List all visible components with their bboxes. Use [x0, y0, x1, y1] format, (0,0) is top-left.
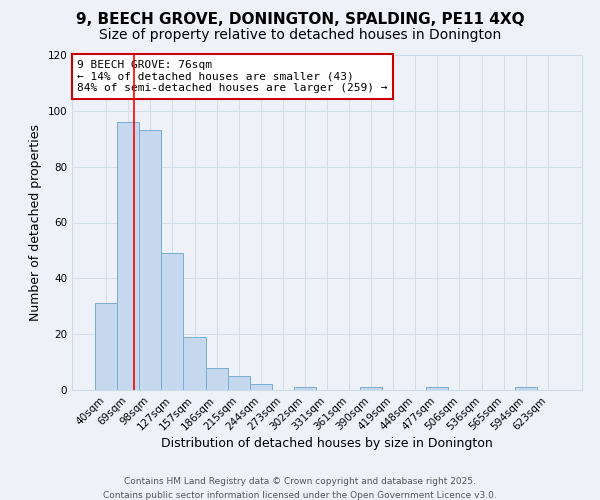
Bar — [95, 304, 117, 390]
Bar — [515, 387, 537, 390]
Bar — [427, 387, 448, 390]
Bar — [250, 384, 272, 390]
Y-axis label: Number of detached properties: Number of detached properties — [29, 124, 42, 321]
Bar — [227, 376, 250, 390]
Text: 9 BEECH GROVE: 76sqm
← 14% of detached houses are smaller (43)
84% of semi-detac: 9 BEECH GROVE: 76sqm ← 14% of detached h… — [77, 60, 388, 93]
Bar — [117, 122, 139, 390]
Text: Contains HM Land Registry data © Crown copyright and database right 2025.
Contai: Contains HM Land Registry data © Crown c… — [103, 478, 497, 500]
X-axis label: Distribution of detached houses by size in Donington: Distribution of detached houses by size … — [161, 438, 493, 450]
Text: Size of property relative to detached houses in Donington: Size of property relative to detached ho… — [99, 28, 501, 42]
Bar — [184, 337, 206, 390]
Bar — [139, 130, 161, 390]
Bar — [206, 368, 227, 390]
Bar — [294, 387, 316, 390]
Bar — [360, 387, 382, 390]
Text: 9, BEECH GROVE, DONINGTON, SPALDING, PE11 4XQ: 9, BEECH GROVE, DONINGTON, SPALDING, PE1… — [76, 12, 524, 28]
Bar — [161, 253, 184, 390]
